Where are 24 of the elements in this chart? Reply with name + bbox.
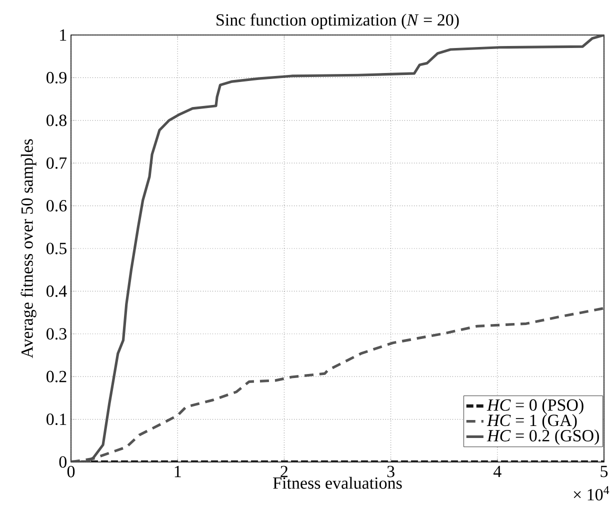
legend-label: HC = 0 (PSO) — [486, 398, 584, 414]
y-tick-label: 0.9 — [46, 72, 66, 84]
chart-title: Sinc function optimization (N = 20) — [216, 14, 459, 30]
y-tick-label: 1 — [60, 29, 66, 41]
y-tick-label: 0 — [59, 456, 66, 468]
y-tick-label: 0.1 — [46, 414, 66, 426]
legend-label: HC = 0.2 (GSO) — [486, 429, 599, 445]
x-tick-label: 3 — [387, 466, 394, 478]
x-axis-title: Fitness evaluations — [273, 476, 402, 489]
y-tick-label: 0.7 — [46, 157, 67, 169]
y-tick-label: 0.4 — [46, 285, 67, 297]
x-tick-label: 2 — [280, 466, 288, 478]
y-tick-label: 0.5 — [46, 242, 66, 254]
y-tick-label: 0.3 — [46, 328, 66, 340]
y-tick-label: 0.8 — [46, 114, 66, 126]
x-tick-label: 0 — [67, 466, 75, 478]
y-axis-title: Average fitness over 50 samples — [20, 139, 36, 358]
y-tick-label: 0.6 — [46, 200, 67, 212]
y-tick-label: 0.2 — [46, 370, 66, 382]
x-tick-label: 4 — [493, 466, 502, 478]
legend-label: HC = 1 (GA) — [486, 414, 577, 430]
text: × 10$^{4}$ — [574, 486, 610, 500]
x-tick-label: 5 — [600, 466, 608, 478]
x-tick-label: 1 — [174, 466, 181, 478]
